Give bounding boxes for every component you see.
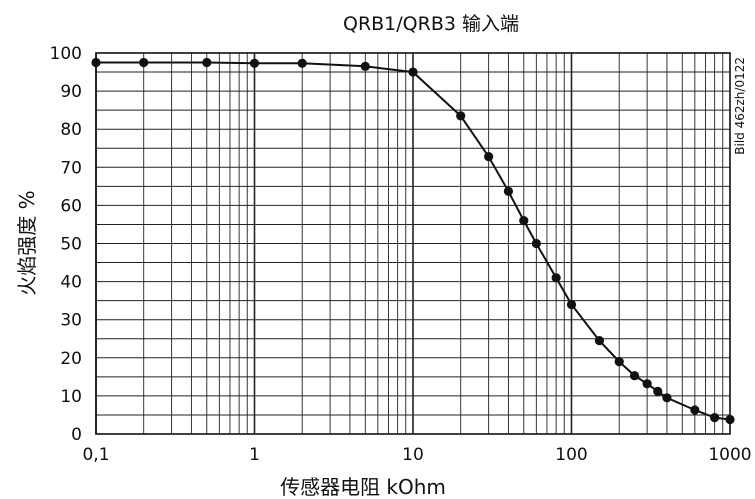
y-tick-label: 0: [71, 425, 82, 445]
data-point: [456, 111, 466, 121]
grid: [95, 52, 730, 435]
figure-reference-note: Bild 462zh/0122: [733, 57, 747, 155]
y-tick-label: 50: [60, 235, 82, 255]
x-tick-label: 1000: [708, 445, 751, 465]
data-point: [202, 57, 212, 68]
data-point: [662, 393, 672, 403]
data-point: [484, 152, 494, 162]
y-tick-label: 20: [60, 349, 82, 369]
data-point: [503, 186, 514, 196]
chart-title: QRB1/QRB3 输入端: [343, 13, 519, 35]
y-tick-label: 10: [60, 387, 82, 407]
data-point: [566, 299, 577, 310]
y-tick-label: 30: [60, 311, 82, 331]
data-point: [594, 336, 605, 346]
data-point: [139, 57, 149, 68]
x-axis-label: 传感器电阻 kOhm: [280, 475, 446, 499]
y-tick-labels: 0 10 20 30 40 50 60 70 80 90 100: [50, 44, 82, 445]
data-point: [297, 58, 307, 68]
data-point: [710, 413, 720, 423]
plot-frame: [95, 52, 731, 435]
data-point: [629, 371, 640, 381]
x-tick-label: 0,1: [82, 445, 109, 465]
data-point: [653, 386, 663, 396]
data-point: [614, 357, 624, 367]
x-tick-label: 10: [402, 445, 424, 465]
y-tick-label: 90: [60, 82, 82, 102]
y-axis-label: 火焰强度 %: [15, 190, 39, 295]
x-tick-label: 1: [249, 445, 260, 465]
y-tick-label: 100: [50, 44, 82, 64]
x-tick-label: 100: [555, 445, 587, 465]
y-tick-label: 80: [60, 120, 82, 140]
y-tick-label: 70: [60, 158, 82, 178]
data-point: [408, 67, 418, 77]
data-point: [249, 58, 260, 68]
data-point: [690, 405, 700, 415]
x-tick-labels: 0,1 1 10 100 1000: [82, 445, 751, 465]
data-point: [551, 273, 561, 283]
y-tick-label: 40: [60, 273, 82, 293]
y-tick-label: 60: [60, 196, 82, 216]
data-point: [519, 216, 529, 226]
data-point: [642, 379, 652, 389]
data-point: [531, 238, 541, 249]
data-point: [360, 61, 370, 71]
